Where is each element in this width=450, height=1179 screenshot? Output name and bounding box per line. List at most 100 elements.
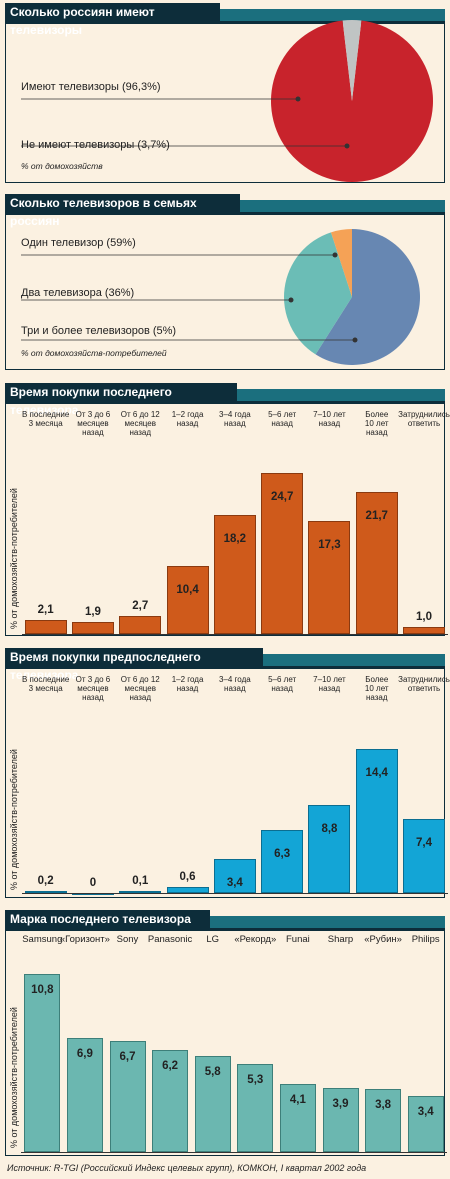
chart-frame xyxy=(5,930,445,1156)
bar-value-label-4: 18,2 xyxy=(223,533,247,545)
bar-9 xyxy=(407,1095,444,1152)
title-rule xyxy=(5,212,445,214)
bar-value-label-0: 0,2 xyxy=(37,875,54,887)
category-label-3: 1–2 года назад xyxy=(171,675,204,693)
bar-5 xyxy=(261,830,304,893)
category-label-7: Более 10 лет назад xyxy=(364,410,389,437)
source-note: Источник: R-TGI (Российский Индекс целев… xyxy=(7,1163,367,1173)
bar-4 xyxy=(213,859,256,893)
pie-slice-0 xyxy=(270,20,433,182)
bar-8 xyxy=(403,627,446,634)
bar-value-label-5: 6,3 xyxy=(274,848,291,860)
pie-slice-1 xyxy=(342,20,362,102)
bar-value-label-7: 21,7 xyxy=(365,510,388,523)
pie-slice-0 xyxy=(315,229,420,365)
pie-chart-1 xyxy=(21,20,433,182)
bar-value-label-0: 10,8 xyxy=(31,983,54,996)
bar-2 xyxy=(109,1041,146,1152)
y-axis-label: % от домохозяйств-потребителей xyxy=(9,488,19,629)
baseline xyxy=(21,1152,447,1153)
bar-5 xyxy=(261,472,304,634)
bar-2 xyxy=(119,616,162,634)
bar-7 xyxy=(355,749,398,893)
baseline xyxy=(22,893,448,894)
bar-value-label-2: 2,7 xyxy=(132,600,149,613)
bar-3 xyxy=(152,1049,189,1152)
chart-title: Время покупки последнего телевизора xyxy=(5,383,237,417)
chart-panel-tv-count: Сколько телевизоров в семьях россиян Оди… xyxy=(5,194,447,374)
bar-value-label-9: 3,4 xyxy=(417,1105,434,1118)
bar-value-label-1: 6,9 xyxy=(76,1048,93,1060)
category-label-3: 1–2 года назад xyxy=(171,410,204,428)
bar-3 xyxy=(166,566,209,634)
title-rule xyxy=(5,928,445,930)
chart-frame xyxy=(5,214,445,370)
bar-value-label-1: 1,9 xyxy=(84,605,101,618)
chart-panel-previous-purchase: Время покупки предпоследнего телевизора … xyxy=(5,648,450,900)
chart-panel-last-purchase: Время покупки последнего телевизора % от… xyxy=(5,383,450,638)
chart-title: Марка последнего телевизора xyxy=(5,910,210,928)
category-label-7: Sharp xyxy=(327,934,354,945)
bar-value-label-4: 5,8 xyxy=(204,1066,221,1079)
bar-0 xyxy=(24,620,67,634)
pie-label-two: Два телевизора (36%) xyxy=(21,287,135,299)
category-label-5: 5–6 лет назад xyxy=(268,675,297,693)
category-label-0: В последние 3 месяца xyxy=(22,675,70,693)
category-label-1: От 3 до 6 месяцев назад xyxy=(75,675,111,702)
category-label-1: От 3 до 6 месяцев назад xyxy=(75,410,111,437)
category-label-2: Sony xyxy=(116,934,139,945)
bar-6 xyxy=(308,805,351,893)
title-accent xyxy=(240,200,445,212)
category-label-2: От 6 до 12 месяцев назад xyxy=(120,410,160,437)
bar-2 xyxy=(119,891,162,893)
bar-value-label-6: 17,3 xyxy=(318,538,341,551)
pie-label-havenot: Не имеют телевизоры (3,7%) xyxy=(21,139,170,151)
bar-1 xyxy=(71,621,114,634)
chart-note: % от домохозяйств-потребителей xyxy=(21,348,167,358)
bar-value-label-0: 2,1 xyxy=(37,604,54,617)
chart-panel-tv-ownership: Сколько россиян имеют телевизоры Имеют т… xyxy=(5,3,447,183)
category-label-8: Затруднились ответить xyxy=(398,410,450,428)
bar-8 xyxy=(365,1089,402,1152)
bar-value-label-5: 24,7 xyxy=(270,490,294,503)
chart-title: Сколько телевизоров в семьях россиян xyxy=(5,194,240,228)
title-accent xyxy=(220,9,445,21)
chart-note: % от домохозяйств xyxy=(21,161,103,171)
bar-5 xyxy=(237,1064,274,1152)
y-axis-label: % от домохозяйств-потребителей xyxy=(9,1007,19,1148)
category-label-5: «Рекорд» xyxy=(234,934,277,945)
bar-value-label-7: 3,9 xyxy=(332,1097,349,1110)
bar-value-label-8: 7,4 xyxy=(416,837,433,849)
category-label-8: Затруднились ответить xyxy=(398,675,450,693)
title-accent xyxy=(237,389,445,401)
y-axis-label: % от домохозяйств-потребителей xyxy=(9,749,19,890)
baseline xyxy=(22,634,448,635)
bar-7 xyxy=(322,1087,359,1152)
title-rule xyxy=(5,21,445,23)
bar-4 xyxy=(213,515,256,634)
category-label-9: Philips xyxy=(411,934,440,945)
category-label-5: 5–6 лет назад xyxy=(268,410,297,428)
bar-8 xyxy=(403,819,446,893)
bar-value-label-3: 10,4 xyxy=(176,584,199,596)
chart-frame xyxy=(5,23,445,183)
bar-1 xyxy=(66,1038,103,1152)
category-label-1: «Горизонт» xyxy=(59,934,110,945)
bar-7 xyxy=(355,492,398,634)
pie-slice-2 xyxy=(330,229,352,297)
bar-value-label-5: 5,3 xyxy=(247,1074,264,1087)
bar-0 xyxy=(24,891,67,893)
pie-label-have: Имеют телевизоры (96,3%) xyxy=(21,81,161,93)
leader-dot-1 xyxy=(344,143,350,149)
chart-title: Сколько россиян имеют телевизоры xyxy=(5,3,220,37)
bar-value-label-8: 3,8 xyxy=(375,1099,392,1112)
chart-panel-brand: Марка последнего телевизора % от домохоз… xyxy=(5,910,447,1156)
bar-value-label-7: 14,4 xyxy=(365,767,388,779)
category-label-0: Samsung xyxy=(22,934,63,945)
category-label-4: LG xyxy=(206,934,220,945)
bar-6 xyxy=(279,1084,316,1152)
bar-value-label-6: 4,1 xyxy=(289,1094,306,1107)
category-label-4: 3–4 года назад xyxy=(218,410,251,428)
chart-title: Время покупки предпоследнего телевизора xyxy=(5,648,263,682)
bar-value-label-4: 3,4 xyxy=(226,877,243,889)
